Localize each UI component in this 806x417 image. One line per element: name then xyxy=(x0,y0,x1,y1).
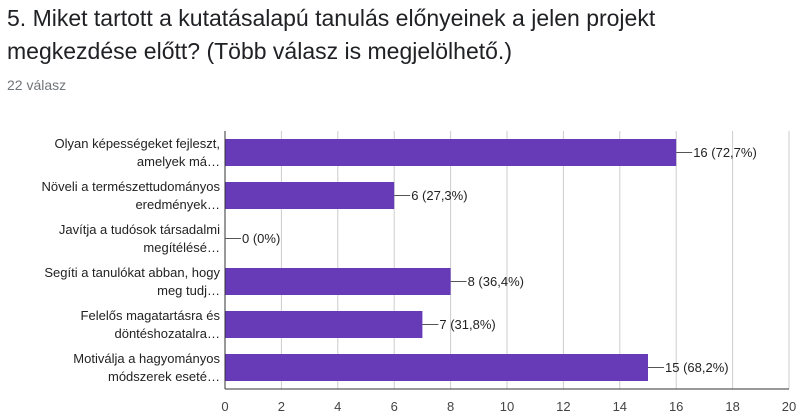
category-label: Motiválja a hagyományos xyxy=(73,351,220,366)
category-label: döntéshozatalra… xyxy=(114,326,220,341)
category-label: eredmények… xyxy=(135,197,220,212)
bar xyxy=(225,311,423,338)
gridlines xyxy=(280,131,790,389)
data-label: 7 (31,8%) xyxy=(439,317,495,332)
x-tick-label: 8 xyxy=(447,399,454,414)
question-title: 5. Miket tartott a kutatásalapú tanulás … xyxy=(7,5,656,64)
data-label: 0 (0%) xyxy=(242,231,280,246)
x-tick-label: 16 xyxy=(669,399,683,414)
bar xyxy=(225,268,451,295)
category-label: amelyek má… xyxy=(137,154,220,169)
bar xyxy=(225,139,677,166)
bars xyxy=(225,139,677,381)
x-tick-label: 12 xyxy=(556,399,570,414)
data-label: 8 (36,4%) xyxy=(468,274,524,289)
category-label: Segíti a tanulókat abban, hogy xyxy=(44,265,220,280)
x-tick-label: 14 xyxy=(613,399,627,414)
category-label: Javítja a tudósok társadalmi xyxy=(59,222,220,237)
category-label: megítélésé… xyxy=(143,240,220,255)
bar xyxy=(225,182,395,209)
axes xyxy=(224,131,789,390)
x-tick-label: 2 xyxy=(278,399,285,414)
x-tick-label: 0 xyxy=(221,399,228,414)
category-label: Növeli a természettudományos xyxy=(42,179,221,194)
x-tick-label: 4 xyxy=(334,399,341,414)
x-tick-label: 10 xyxy=(500,399,514,414)
data-label: 6 (27,3%) xyxy=(411,188,467,203)
x-tick-label: 6 xyxy=(391,399,398,414)
category-label: meg tudj… xyxy=(157,283,220,298)
bar xyxy=(225,354,648,381)
labels: 0 2 4 6 8 10 12 14 16 18 20 16 (72,7%) Olyan képessé… xyxy=(42,136,797,414)
x-tick-label: 20 xyxy=(782,399,796,414)
category-label: Felelős magatartásra és xyxy=(81,308,221,323)
category-label: módszerek eseté… xyxy=(108,369,220,384)
data-label: 16 (72,7%) xyxy=(693,145,757,160)
data-label: 15 (68,2%) xyxy=(665,360,729,375)
x-tick-label: 18 xyxy=(725,399,739,414)
response-count: 22 válasz xyxy=(7,77,67,93)
category-label: Olyan képességeket fejleszt, xyxy=(55,136,220,151)
